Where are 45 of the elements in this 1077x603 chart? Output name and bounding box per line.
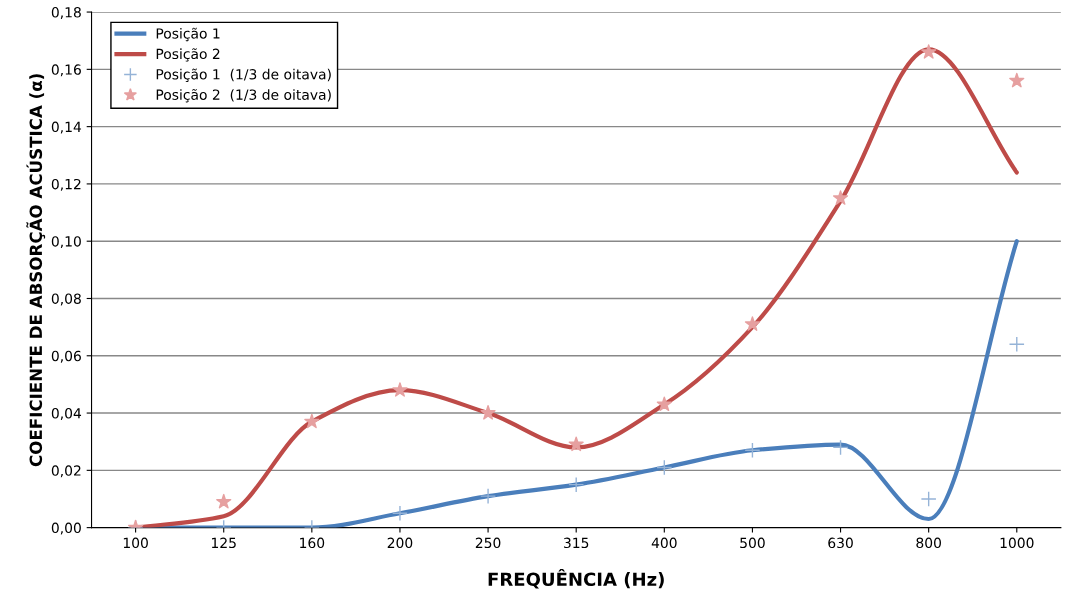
x-tick-label: 160 (300, 537, 325, 549)
point (1009, 72, 1025, 88)
point (304, 413, 320, 429)
y-tick-label: 0,08 (51, 293, 81, 306)
y-tick-label: 0,02 (51, 465, 81, 478)
point (392, 382, 408, 397)
point (920, 491, 937, 507)
x-tick-label: 400 (651, 537, 677, 549)
point (568, 476, 585, 493)
point (656, 396, 672, 412)
x-axis-title: FREQUÊNCIA (Hz) (488, 569, 664, 589)
y-tick-label: 0,04 (51, 408, 82, 420)
y-tick-label: 0,10 (51, 236, 81, 249)
x-tick-label: 800 (916, 537, 941, 549)
x-tick-label: 250 (475, 537, 501, 549)
x-tick-label: 1000 (1000, 537, 1034, 549)
point (832, 439, 849, 456)
legend-label: Posição 2 (156, 48, 220, 62)
y-tick-label: 0,16 (51, 64, 81, 77)
point (391, 505, 408, 522)
point (921, 44, 937, 59)
point (480, 488, 497, 505)
legend-label: Posição 2 (1/3 de oitava) (156, 88, 331, 103)
point (744, 316, 761, 331)
legend-label: Posição 1 (1/3 de oitava) (156, 68, 331, 83)
point (480, 405, 496, 420)
x-tick-label: 100 (123, 537, 148, 549)
y-axis-title: COEFICIENTE DE ABSORÇÃO ACÚSTICA (α) (26, 74, 46, 467)
legend-label: Posição 1 (156, 27, 220, 42)
point (832, 190, 849, 205)
point (1008, 336, 1025, 353)
x-tick-label: 500 (740, 537, 765, 549)
point (744, 442, 761, 459)
point (656, 459, 673, 476)
x-tick-label: 630 (828, 537, 853, 549)
x-tick-label: 200 (387, 537, 413, 549)
point (216, 493, 232, 509)
point (568, 436, 584, 452)
y-tick-label: 0,06 (51, 350, 81, 363)
y-tick-label: 0,12 (51, 178, 81, 191)
y-tick-label: 0,18 (51, 7, 81, 19)
x-tick-label: 125 (211, 537, 236, 549)
y-tick-label: 0,14 (51, 121, 82, 134)
y-tick-label: 0,00 (51, 522, 81, 535)
x-tick-label: 315 (564, 537, 589, 549)
